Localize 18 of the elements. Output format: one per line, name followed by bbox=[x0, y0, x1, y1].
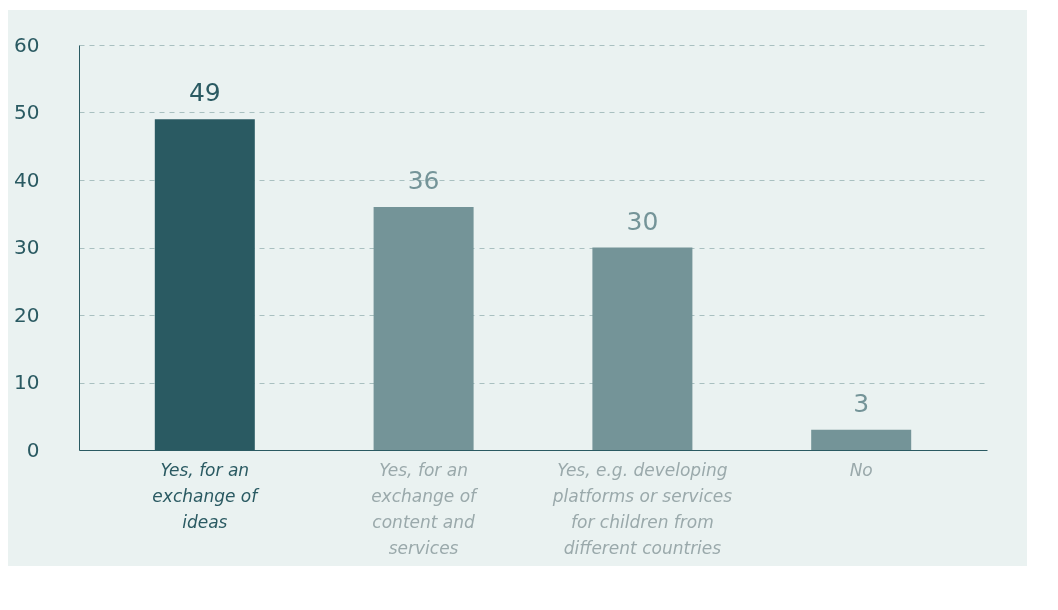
x-tick-label: Yes, e.g. developing platforms or services for children from different countries bbox=[551, 459, 733, 558]
bar bbox=[592, 247, 693, 450]
y-tick-label: 10 bbox=[14, 370, 40, 394]
data-label: 3 bbox=[853, 388, 870, 418]
y-tick-label: 40 bbox=[14, 167, 40, 192]
y-tick-label: 50 bbox=[14, 100, 40, 124]
bar bbox=[811, 429, 912, 450]
y-tick-label: 0 bbox=[26, 437, 40, 462]
data-label: 30 bbox=[626, 206, 659, 236]
y-tick-label: 60 bbox=[14, 32, 40, 57]
data-label: 49 bbox=[188, 78, 221, 108]
x-tick-label: No bbox=[849, 459, 873, 480]
x-tick-label: Yes, for an exchange of ideas bbox=[152, 459, 261, 532]
y-tick-label: 30 bbox=[14, 235, 40, 259]
bar bbox=[373, 207, 474, 450]
y-tick-label: 20 bbox=[14, 302, 40, 327]
data-label: 36 bbox=[407, 166, 440, 195]
x-tick-label: Yes, for an exchange of content and services bbox=[371, 459, 480, 558]
